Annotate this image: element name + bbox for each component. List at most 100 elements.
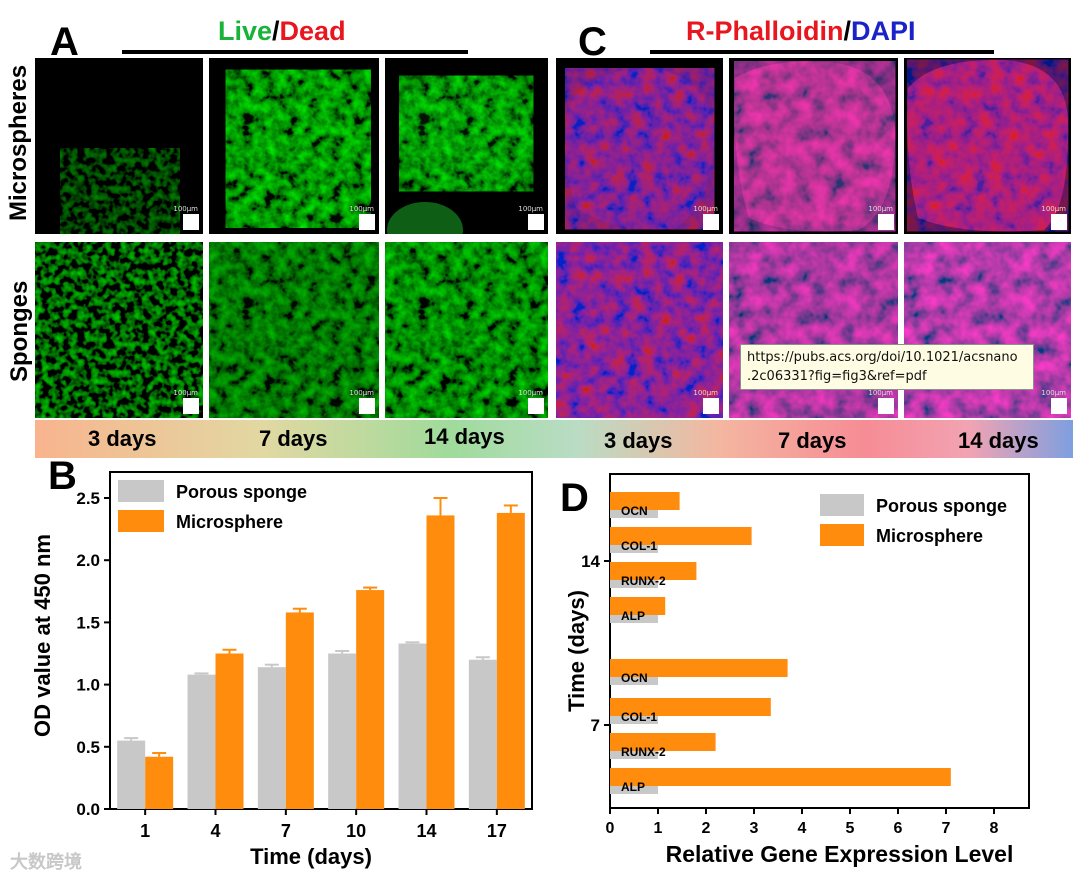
day-label-a-3: 3 days [88,426,157,451]
y-axis-label: OD value at 450 nm [30,534,55,737]
image-phalloidin-microspheres-3-days: 100μm [556,58,723,234]
bar-sponge-day-17 [468,659,497,809]
row-label-sponges: Sponges [6,280,33,382]
bar-microsphere-day-10 [356,590,385,809]
x-tick-label: 8 [990,820,999,837]
y-tick-label: 0.5 [76,738,100,757]
y-tick-label: 1.5 [76,613,100,632]
header-underline-c [650,50,994,54]
bar-sponge-day-7 [257,667,286,809]
image-phalloidin-microspheres-7-days: 100μm [729,58,898,234]
plot-frame [109,471,533,810]
bar-microsphere-alp-day-7 [610,768,951,786]
legend-swatch-sponge [118,480,164,502]
bar-sponge-day-1 [117,740,146,809]
x-tick-label: 7 [281,821,291,841]
tooltip-line-1: https://pubs.acs.org/doi/10.1021/acsnano [747,350,1018,365]
x-axis-label: Relative Gene Expression Level [666,841,1014,867]
legend-swatch-sponge [820,494,864,516]
image-phalloidin-sponges-7-days: 100μm [729,242,898,418]
day-label-a-7: 7 days [259,426,328,451]
legend-label-microsphere: Microsphere [176,512,283,532]
gene-label: COL-1 [621,710,657,724]
header-dapi: DAPI [851,16,916,46]
bar-sponge-day-4 [187,674,216,809]
bar-sponge-day-14 [398,643,427,809]
gene-label: OCN [621,504,648,518]
gene-label: RUNX-2 [621,745,666,759]
header-phalloidin: R-Phalloidin [686,16,844,46]
legend-swatch-microsphere [820,524,864,546]
y-tick-label: 1.0 [76,676,100,695]
bar-microsphere-alp-day-14 [610,597,666,615]
x-tick-label: 17 [487,821,507,841]
bar-sponge-day-10 [328,653,357,809]
legend-label-sponge: Porous sponge [176,482,307,502]
header-live: Live [218,16,273,46]
y-tick-label: 2.5 [76,489,100,508]
x-tick-label: 0 [606,820,615,837]
scale-bar-label: 100μm [1041,389,1066,397]
day-label-c-3: 3 days [604,428,673,453]
scale-bar-label: 100μm [868,205,893,213]
scale-bar-label: 100μm [349,205,374,213]
bar-microsphere-runx-2-day-7 [610,733,716,751]
x-tick-label: 14 [416,821,436,841]
header-slash: / [272,16,280,46]
scale-bar-label: 100μm [868,389,893,397]
header-underline-a [122,50,468,54]
y-tick-label: 7 [591,716,600,735]
y-axis-label: Time (days) [564,590,589,712]
scale-bar-label: 100μm [693,205,718,213]
header-dead: Dead [279,16,346,46]
time-gradient-bar [35,420,1073,458]
bar-microsphere-col-1-day-14 [610,527,752,545]
legend-label-microsphere: Microsphere [876,526,983,546]
url-tooltip: https://pubs.acs.org/doi/10.1021/acsnano… [740,344,1034,390]
x-tick-label: 1 [140,821,150,841]
scale-bar-label: 100μm [173,389,198,397]
x-tick-label: 4 [210,821,220,841]
x-tick-label: 4 [798,820,807,837]
y-tick-label: 0.0 [76,800,100,819]
image-live-sponges-7-days: 100μm [209,242,379,418]
row-label-microspheres: Microspheres [5,64,32,221]
scale-bar-label: 100μm [518,205,543,213]
image-live-sponges-3-days: 100μm [35,242,203,418]
bar-microsphere-day-1 [145,756,174,809]
watermark-text: 大数跨境 [10,852,82,872]
day-label-c-7: 7 days [778,428,847,453]
bar-microsphere-col-1-day-7 [610,698,771,716]
image-live-sponges-14-days: 100μm [385,242,548,418]
tooltip-line-2: .2c06331?fig=fig3&ref=pdf [747,369,927,384]
bar-microsphere-day-14 [426,515,455,809]
bar-microsphere-runx-2-day-14 [610,562,697,580]
y-tick-label: 2.0 [76,551,100,570]
image-live-microspheres-3-days: 100μm [35,58,203,234]
x-tick-label: 6 [894,820,903,837]
x-tick-label: 1 [654,820,663,837]
scale-bar-label: 100μm [518,389,543,397]
y-tick-label: 14 [581,552,600,571]
day-label-c-14: 14 days [958,428,1039,453]
image-phalloidin-sponges-14-days: 100μm [904,242,1071,418]
bar-microsphere-ocn-day-14 [610,492,680,510]
x-tick-label: 10 [346,821,366,841]
header-live-dead: Live/Dead [218,18,346,45]
day-label-a-14: 14 days [424,424,505,449]
bar-microsphere-day-4 [215,653,244,809]
scale-bar-label: 100μm [693,389,718,397]
gene-label: ALP [621,609,645,623]
bar-microsphere-ocn-day-7 [610,659,788,677]
image-phalloidin-sponges-3-days: 100μm [556,242,723,418]
image-live-microspheres-14-days: 100μm [385,58,548,234]
gene-label: RUNX-2 [621,574,666,588]
x-tick-label: 5 [846,820,855,837]
header-phalloidin-dapi: R-Phalloidin/DAPI [686,18,916,45]
scale-bar-label: 100μm [1041,205,1066,213]
header-slash-2: / [843,16,852,46]
legend-swatch-microsphere [118,510,164,532]
panel-letter-a: A [50,20,79,64]
image-phalloidin-microspheres-14-days: 100μm [904,58,1071,234]
